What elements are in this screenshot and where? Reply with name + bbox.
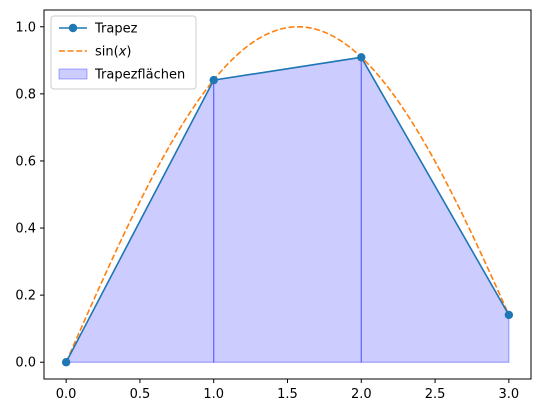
- trapez-point: [61, 358, 71, 367]
- trapezoid-area: [213, 56, 362, 363]
- trapez-line-layer: [65, 56, 510, 363]
- y-tick-label: 0.8: [15, 87, 36, 102]
- legend-area-patch: [58, 68, 88, 80]
- sine-curve: [65, 25, 510, 363]
- trapezoid-areas: [65, 55, 510, 363]
- trapez-point: [504, 310, 514, 320]
- sine-curve-layer: [65, 25, 510, 363]
- x-tick-label: 2.0: [351, 387, 372, 402]
- legend-trapez-marker: [68, 23, 78, 33]
- legend-label: sin(x): [95, 45, 131, 60]
- y-tick-label: 0.4: [15, 222, 36, 237]
- legend-label: Trapez: [94, 22, 138, 37]
- x-tick-label: 3.0: [499, 387, 520, 402]
- x-tick-label: 1.5: [277, 387, 298, 402]
- trapez-line: [65, 56, 510, 363]
- x-tick-label: 1.0: [203, 387, 224, 402]
- legend: Trapez sin(x) Trapezflächen: [50, 15, 197, 90]
- legend-box: [50, 15, 197, 90]
- legend-label: Trapezflächen: [94, 68, 185, 83]
- trapez-point: [357, 53, 366, 62]
- y-tick-label: 0.6: [15, 154, 36, 169]
- y-axis-ticks: 0.0 0.2 0.4 0.6 0.8 1.0: [15, 20, 44, 371]
- trapez-markers: [61, 53, 514, 367]
- x-axis-ticks: 0.0 0.5 1.0 1.5 2.0 2.5 3.0: [56, 379, 519, 402]
- y-tick-label: 0.2: [15, 289, 36, 304]
- trapez-point: [209, 75, 218, 85]
- y-tick-label: 1.0: [15, 20, 36, 35]
- y-tick-label: 0.0: [15, 356, 36, 371]
- x-tick-label: 0.0: [56, 387, 77, 402]
- x-tick-label: 0.5: [130, 387, 151, 402]
- x-tick-label: 2.5: [425, 387, 446, 402]
